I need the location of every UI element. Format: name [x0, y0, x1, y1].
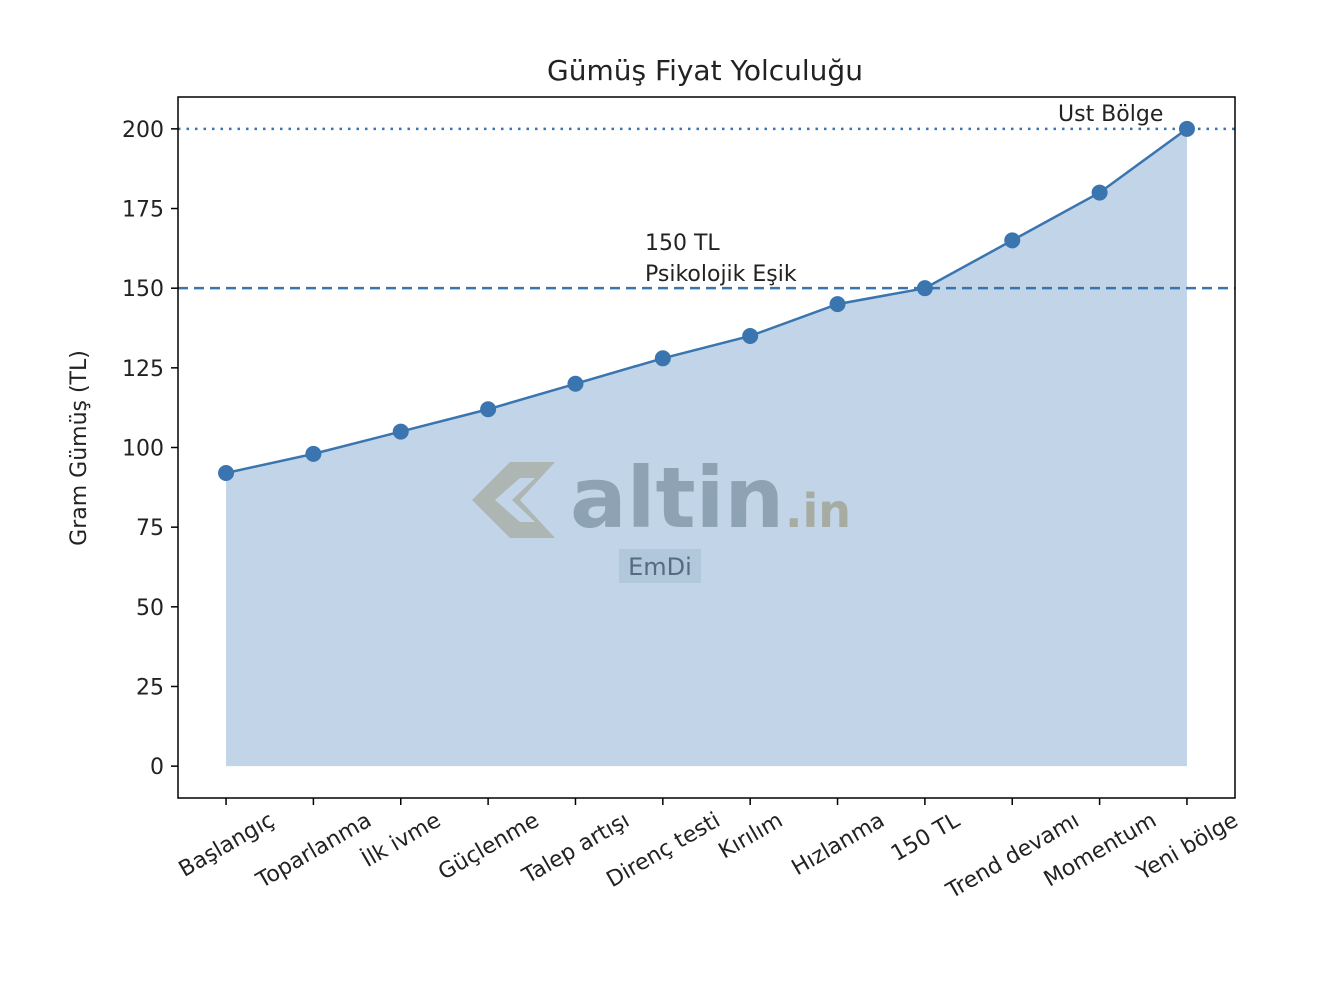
watermark-suffix: .in — [785, 484, 851, 538]
y-tick-label: 25 — [136, 675, 164, 700]
line — [225, 127, 1188, 475]
y-tick-label: 175 — [122, 198, 164, 223]
marker — [742, 327, 759, 344]
marker — [1091, 184, 1108, 201]
annotation: 150 TL Psikolojik Eşik — [645, 231, 797, 287]
marker — [1178, 120, 1195, 137]
watermark-box — [619, 549, 701, 583]
y-tick-label: 150 — [122, 277, 164, 302]
annotation-line: 150 TL — [645, 231, 720, 256]
marker — [480, 401, 497, 418]
marker — [567, 375, 584, 392]
marker — [916, 280, 933, 297]
y-axis-label: Gram Gümüş (TL) — [67, 350, 92, 546]
x-tick-label: Hızlanma — [788, 808, 889, 881]
y-tick-label: 125 — [122, 357, 164, 382]
x-tick-label: İlk ivme — [357, 807, 445, 873]
y-tick-label: 75 — [136, 516, 164, 541]
x-tick-label: Trend devamı — [941, 808, 1083, 905]
y-tick-label: 0 — [150, 755, 164, 780]
marker — [392, 423, 409, 440]
x-tick-label: 150 TL — [887, 808, 965, 867]
y-tick-label: 100 — [122, 437, 164, 462]
marker — [1004, 232, 1021, 249]
y-tick-label: 50 — [136, 596, 164, 621]
annotation: Ust Bölge — [1058, 102, 1163, 127]
marker — [654, 350, 671, 367]
watermark-brand: altin — [570, 449, 784, 547]
marker — [305, 445, 322, 462]
annotation-line: Psikolojik Eşik — [645, 262, 797, 287]
annotation-line: Ust Bölge — [1058, 102, 1163, 127]
marker — [829, 296, 846, 313]
watermark-logo — [472, 462, 555, 538]
marker — [218, 464, 235, 481]
area — [226, 128, 1187, 767]
y-tick-label: 200 — [122, 118, 164, 143]
x-tick-label: Kırılım — [715, 808, 788, 864]
chart-title: Gümüş Fiyat Yolculuğu — [547, 54, 863, 87]
watermark-author: EmDi — [628, 553, 692, 581]
